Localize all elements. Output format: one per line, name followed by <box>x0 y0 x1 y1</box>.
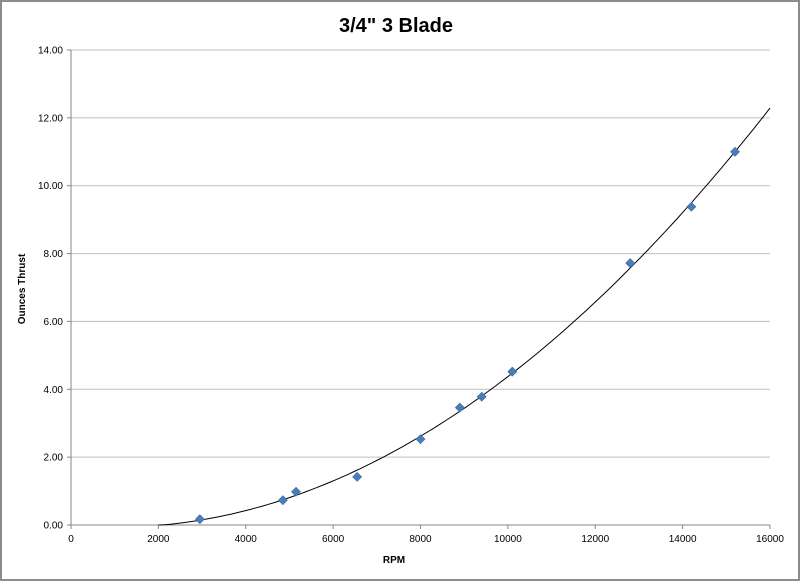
y-tick-label: 6.00 <box>44 317 64 328</box>
data-point-marker <box>686 201 697 212</box>
gridlines <box>71 49 770 458</box>
y-tick-label: 0.00 <box>44 521 64 532</box>
y-tick-label: 8.00 <box>44 249 64 260</box>
y-tick-label: 4.00 <box>44 385 64 396</box>
data-point-marker <box>476 391 487 402</box>
x-tick-label: 16000 <box>756 534 784 545</box>
y-tick-label: 12.00 <box>38 113 63 124</box>
y-tick-labels: 0.00 2.00 4.00 6.00 8.00 10.00 12.00 14.00 <box>38 46 63 532</box>
x-tick-label: 4000 <box>235 534 258 545</box>
y-tick-label: 10.00 <box>38 181 63 192</box>
x-tick-label: 12000 <box>581 534 609 545</box>
y-tick-label: 2.00 <box>44 453 64 464</box>
data-point-marker <box>415 434 426 445</box>
y-axis-label: Ounces Thrust <box>17 253 28 324</box>
data-points <box>194 146 740 525</box>
data-point-marker <box>507 366 518 377</box>
y-tick-label: 14.00 <box>38 46 63 57</box>
chart-title: 3/4" 3 Blade <box>339 15 453 37</box>
x-tick-label: 0 <box>68 534 74 545</box>
data-point-marker <box>625 258 636 268</box>
data-point-marker <box>352 471 363 482</box>
data-point-marker <box>277 495 288 506</box>
x-tick-labels: 0 2000 4000 6000 8000 10000 12000 14000 16000 <box>68 534 784 545</box>
x-tick-label: 2000 <box>147 534 170 545</box>
axes <box>67 49 771 529</box>
data-point-marker <box>291 486 301 497</box>
x-axis-label: RPM <box>383 555 405 566</box>
data-point-marker <box>730 146 740 157</box>
x-tick-label: 6000 <box>322 534 345 545</box>
x-tick-label: 8000 <box>409 534 432 545</box>
x-tick-label: 14000 <box>669 534 697 545</box>
data-point-marker <box>454 402 465 413</box>
x-tick-label: 10000 <box>494 534 522 545</box>
trendline <box>158 107 771 526</box>
data-point-marker <box>194 514 205 525</box>
